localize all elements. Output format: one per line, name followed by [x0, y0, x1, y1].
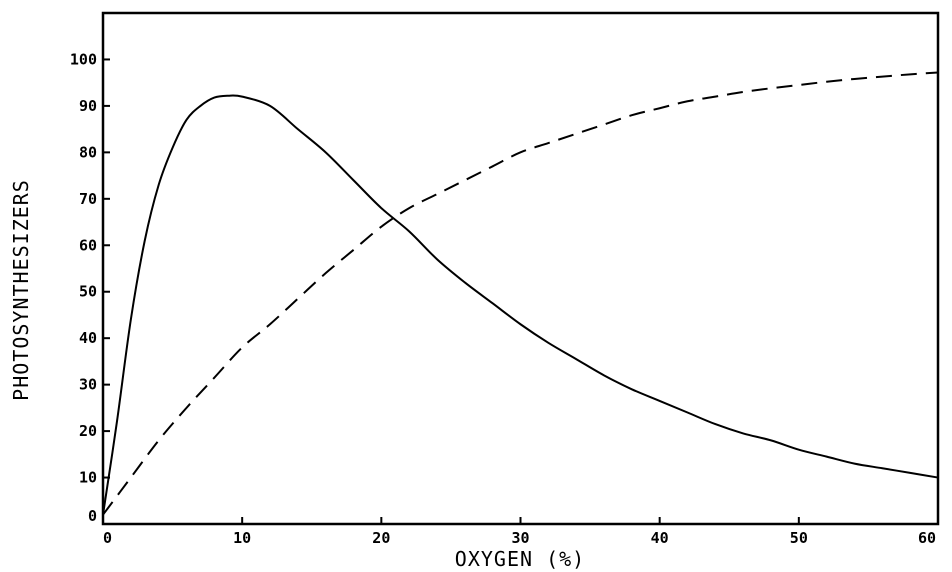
x-tick-label: 20: [372, 529, 390, 547]
y-tick-label: 70: [79, 190, 97, 208]
x-tick-label: 60: [918, 529, 936, 547]
series-line-dashed: [102, 71, 939, 516]
series-line-solid: [102, 94, 939, 515]
x-tick-label: 0: [103, 529, 112, 547]
series-layer: [102, 71, 939, 516]
x-axis-title: OXYGEN (%): [455, 547, 585, 571]
x-tick-label: 10: [233, 529, 251, 547]
y-tick-label: 20: [79, 422, 97, 440]
y-tick-label: 100: [70, 50, 97, 68]
y-tick-label: 30: [79, 376, 97, 394]
x-tick-label: 30: [511, 529, 529, 547]
y-tick-label: 60: [79, 236, 97, 254]
y-tick-label: 10: [79, 469, 97, 487]
y-tick-label: 80: [79, 143, 97, 161]
x-tick-label: 50: [790, 529, 808, 547]
plot-frame: [101, 11, 940, 526]
x-tick-label: 40: [651, 529, 669, 547]
y-tick-label: 0: [88, 507, 97, 525]
y-tick-label: 40: [79, 329, 97, 347]
x-axis-ticks: 0 10 20 30 40 50 60: [102, 517, 939, 547]
y-tick-label: 50: [79, 283, 97, 301]
y-tick-label: 90: [79, 97, 97, 115]
y-axis-title: PHOTOSYNTHESIZERS: [9, 179, 33, 401]
y-axis-ticks: 0 10 20 30 40 50 60 70 80 90 100: [70, 50, 110, 525]
